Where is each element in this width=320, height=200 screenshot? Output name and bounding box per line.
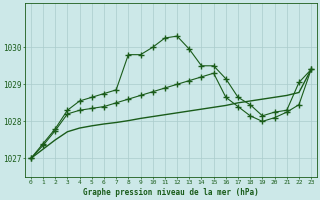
X-axis label: Graphe pression niveau de la mer (hPa): Graphe pression niveau de la mer (hPa) xyxy=(83,188,259,197)
